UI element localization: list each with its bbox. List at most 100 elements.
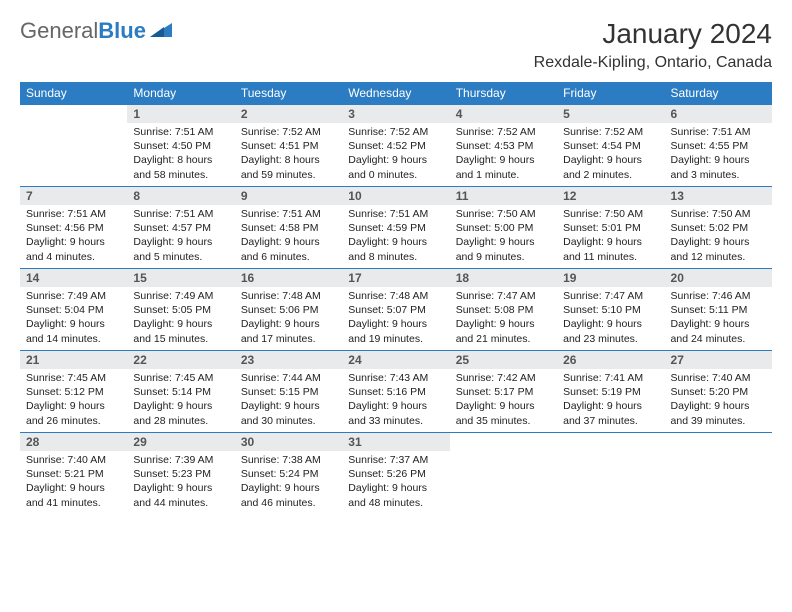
day-details: Sunrise: 7:51 AMSunset: 4:50 PMDaylight:…: [127, 123, 234, 186]
day-number: 31: [342, 433, 449, 451]
day-number: 12: [557, 187, 664, 205]
calendar-day-cell: 9Sunrise: 7:51 AMSunset: 4:58 PMDaylight…: [235, 187, 342, 269]
weekday-header: Thursday: [450, 82, 557, 105]
day-number: 9: [235, 187, 342, 205]
brand-part2: Blue: [98, 18, 146, 43]
day-number: 14: [20, 269, 127, 287]
day-number: 4: [450, 105, 557, 123]
calendar-day-cell: 19Sunrise: 7:47 AMSunset: 5:10 PMDayligh…: [557, 269, 664, 351]
day-details: Sunrise: 7:40 AMSunset: 5:21 PMDaylight:…: [20, 451, 127, 514]
brand-triangle-icon: [150, 21, 172, 42]
calendar-day-cell: 26Sunrise: 7:41 AMSunset: 5:19 PMDayligh…: [557, 351, 664, 433]
day-number: 11: [450, 187, 557, 205]
day-details: Sunrise: 7:52 AMSunset: 4:51 PMDaylight:…: [235, 123, 342, 186]
month-title: January 2024: [534, 18, 772, 50]
day-details: Sunrise: 7:47 AMSunset: 5:10 PMDaylight:…: [557, 287, 664, 350]
calendar-day-cell: 12Sunrise: 7:50 AMSunset: 5:01 PMDayligh…: [557, 187, 664, 269]
calendar-day-cell: 24Sunrise: 7:43 AMSunset: 5:16 PMDayligh…: [342, 351, 449, 433]
calendar-day-cell: .: [557, 433, 664, 515]
day-number: 18: [450, 269, 557, 287]
day-details: Sunrise: 7:51 AMSunset: 4:55 PMDaylight:…: [665, 123, 772, 186]
calendar-day-cell: 22Sunrise: 7:45 AMSunset: 5:14 PMDayligh…: [127, 351, 234, 433]
day-number: 6: [665, 105, 772, 123]
calendar-week-row: 21Sunrise: 7:45 AMSunset: 5:12 PMDayligh…: [20, 351, 772, 433]
calendar-day-cell: 7Sunrise: 7:51 AMSunset: 4:56 PMDaylight…: [20, 187, 127, 269]
weekday-header: Saturday: [665, 82, 772, 105]
day-number: 26: [557, 351, 664, 369]
calendar-day-cell: 13Sunrise: 7:50 AMSunset: 5:02 PMDayligh…: [665, 187, 772, 269]
calendar-day-cell: 4Sunrise: 7:52 AMSunset: 4:53 PMDaylight…: [450, 105, 557, 187]
day-number: 1: [127, 105, 234, 123]
day-details: Sunrise: 7:45 AMSunset: 5:12 PMDaylight:…: [20, 369, 127, 432]
calendar-week-row: 7Sunrise: 7:51 AMSunset: 4:56 PMDaylight…: [20, 187, 772, 269]
day-number: 5: [557, 105, 664, 123]
day-number: 24: [342, 351, 449, 369]
day-number: 8: [127, 187, 234, 205]
day-number: 10: [342, 187, 449, 205]
location-text: Rexdale-Kipling, Ontario, Canada: [534, 54, 772, 72]
day-details: Sunrise: 7:46 AMSunset: 5:11 PMDaylight:…: [665, 287, 772, 350]
day-details: Sunrise: 7:51 AMSunset: 4:59 PMDaylight:…: [342, 205, 449, 268]
calendar-day-cell: .: [20, 105, 127, 187]
day-number: 21: [20, 351, 127, 369]
day-details: Sunrise: 7:52 AMSunset: 4:52 PMDaylight:…: [342, 123, 449, 186]
day-number: 28: [20, 433, 127, 451]
calendar-week-row: 28Sunrise: 7:40 AMSunset: 5:21 PMDayligh…: [20, 433, 772, 515]
day-details: Sunrise: 7:48 AMSunset: 5:07 PMDaylight:…: [342, 287, 449, 350]
day-details: Sunrise: 7:48 AMSunset: 5:06 PMDaylight:…: [235, 287, 342, 350]
calendar-day-cell: 16Sunrise: 7:48 AMSunset: 5:06 PMDayligh…: [235, 269, 342, 351]
brand-logo: GeneralBlue: [20, 18, 172, 44]
calendar-day-cell: 15Sunrise: 7:49 AMSunset: 5:05 PMDayligh…: [127, 269, 234, 351]
calendar-day-cell: 27Sunrise: 7:40 AMSunset: 5:20 PMDayligh…: [665, 351, 772, 433]
calendar-head: SundayMondayTuesdayWednesdayThursdayFrid…: [20, 82, 772, 105]
calendar-day-cell: 6Sunrise: 7:51 AMSunset: 4:55 PMDaylight…: [665, 105, 772, 187]
calendar-table: SundayMondayTuesdayWednesdayThursdayFrid…: [20, 82, 772, 515]
day-details: Sunrise: 7:38 AMSunset: 5:24 PMDaylight:…: [235, 451, 342, 514]
calendar-day-cell: 21Sunrise: 7:45 AMSunset: 5:12 PMDayligh…: [20, 351, 127, 433]
calendar-day-cell: 10Sunrise: 7:51 AMSunset: 4:59 PMDayligh…: [342, 187, 449, 269]
calendar-day-cell: 8Sunrise: 7:51 AMSunset: 4:57 PMDaylight…: [127, 187, 234, 269]
day-details: Sunrise: 7:52 AMSunset: 4:54 PMDaylight:…: [557, 123, 664, 186]
day-number: 27: [665, 351, 772, 369]
calendar-day-cell: .: [450, 433, 557, 515]
calendar-day-cell: 3Sunrise: 7:52 AMSunset: 4:52 PMDaylight…: [342, 105, 449, 187]
day-number: 3: [342, 105, 449, 123]
day-details: Sunrise: 7:49 AMSunset: 5:05 PMDaylight:…: [127, 287, 234, 350]
calendar-body: .1Sunrise: 7:51 AMSunset: 4:50 PMDayligh…: [20, 105, 772, 515]
weekday-header: Monday: [127, 82, 234, 105]
day-details: Sunrise: 7:49 AMSunset: 5:04 PMDaylight:…: [20, 287, 127, 350]
day-details: Sunrise: 7:51 AMSunset: 4:58 PMDaylight:…: [235, 205, 342, 268]
day-details: Sunrise: 7:40 AMSunset: 5:20 PMDaylight:…: [665, 369, 772, 432]
day-details: Sunrise: 7:50 AMSunset: 5:00 PMDaylight:…: [450, 205, 557, 268]
day-number: 22: [127, 351, 234, 369]
calendar-day-cell: 30Sunrise: 7:38 AMSunset: 5:24 PMDayligh…: [235, 433, 342, 515]
calendar-day-cell: 20Sunrise: 7:46 AMSunset: 5:11 PMDayligh…: [665, 269, 772, 351]
day-details: Sunrise: 7:52 AMSunset: 4:53 PMDaylight:…: [450, 123, 557, 186]
weekday-header: Wednesday: [342, 82, 449, 105]
day-number: 16: [235, 269, 342, 287]
page-header: GeneralBlue January 2024 Rexdale-Kipling…: [20, 18, 772, 72]
calendar-day-cell: 23Sunrise: 7:44 AMSunset: 5:15 PMDayligh…: [235, 351, 342, 433]
day-number: 7: [20, 187, 127, 205]
title-block: January 2024 Rexdale-Kipling, Ontario, C…: [534, 18, 772, 72]
day-number: 23: [235, 351, 342, 369]
calendar-week-row: .1Sunrise: 7:51 AMSunset: 4:50 PMDayligh…: [20, 105, 772, 187]
weekday-header: Friday: [557, 82, 664, 105]
brand-part1: General: [20, 18, 98, 43]
day-details: Sunrise: 7:42 AMSunset: 5:17 PMDaylight:…: [450, 369, 557, 432]
day-details: Sunrise: 7:50 AMSunset: 5:01 PMDaylight:…: [557, 205, 664, 268]
day-number: 29: [127, 433, 234, 451]
day-number: 25: [450, 351, 557, 369]
calendar-day-cell: 5Sunrise: 7:52 AMSunset: 4:54 PMDaylight…: [557, 105, 664, 187]
day-number: 15: [127, 269, 234, 287]
day-details: Sunrise: 7:47 AMSunset: 5:08 PMDaylight:…: [450, 287, 557, 350]
weekday-header: Sunday: [20, 82, 127, 105]
day-details: Sunrise: 7:43 AMSunset: 5:16 PMDaylight:…: [342, 369, 449, 432]
calendar-day-cell: .: [665, 433, 772, 515]
day-details: Sunrise: 7:44 AMSunset: 5:15 PMDaylight:…: [235, 369, 342, 432]
calendar-day-cell: 29Sunrise: 7:39 AMSunset: 5:23 PMDayligh…: [127, 433, 234, 515]
day-number: 2: [235, 105, 342, 123]
day-number: 13: [665, 187, 772, 205]
calendar-day-cell: 28Sunrise: 7:40 AMSunset: 5:21 PMDayligh…: [20, 433, 127, 515]
day-details: Sunrise: 7:51 AMSunset: 4:56 PMDaylight:…: [20, 205, 127, 268]
